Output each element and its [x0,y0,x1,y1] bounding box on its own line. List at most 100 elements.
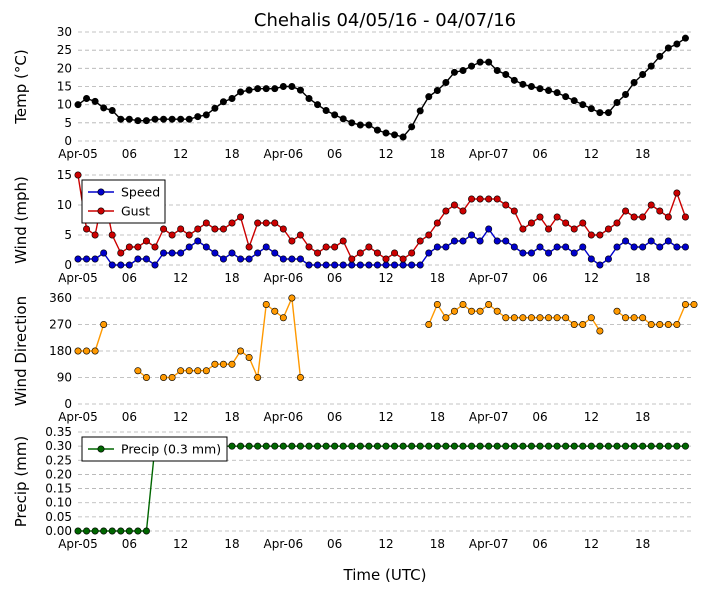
data-point [91,97,99,105]
y-tick-label: 0.35 [45,425,72,439]
data-point [305,442,313,450]
data-point [322,442,330,450]
data-point [545,249,553,257]
legend-marker [97,445,105,453]
x-tick-label: Apr-05 [58,410,98,424]
x-tick-label: 12 [584,147,599,161]
data-point [382,255,390,263]
data-point [142,373,150,381]
data-point [271,307,279,315]
y-tick-label: 0.20 [45,467,72,481]
y-tick-label: 20 [57,61,72,75]
data-point [510,314,518,322]
data-point [237,442,245,450]
data-point [502,71,510,79]
data-point [425,93,433,101]
data-point [562,219,570,227]
data-point [314,101,322,109]
data-point [100,104,108,112]
data-point [570,442,578,450]
y-tick-label: 0.00 [45,524,72,538]
data-point [545,225,553,233]
data-point [331,243,339,251]
y-tick-label: 0 [64,134,72,148]
data-point [442,442,450,450]
data-point [450,68,458,76]
data-point [305,94,313,102]
data-point [74,255,82,263]
panel-4: 0.000.050.100.150.200.250.300.35 Apr-05 06… [12,425,694,551]
data-point [579,243,587,251]
data-point [639,442,647,450]
data-point [237,347,245,355]
data-point [373,442,381,450]
data-point [690,300,698,308]
x-tick-label: Apr-05 [58,147,98,161]
data-point [596,442,604,450]
data-point [570,97,578,105]
data-point [673,320,681,328]
data-point [348,442,356,450]
y-tick-label: 0 [64,258,72,272]
chart-title: Chehalis 04/05/16 - 04/07/16 [254,10,516,31]
x-tick-label: 18 [224,410,239,424]
data-point [211,104,219,112]
panel-1: 0 5 10 15 20 25 30 Apr-05 06 12 18 Apr-06 06 12 18 Apr-… [12,25,694,161]
data-point [151,261,159,269]
x-tick-label: 06 [122,410,137,424]
data-point [587,255,595,263]
data-point [673,243,681,251]
data-point [647,62,655,70]
data-point [125,261,133,269]
y-axis-label: Wind Direction [12,296,30,406]
data-point [613,98,621,106]
data-point [570,320,578,328]
data-point [656,207,664,215]
data-point [117,527,125,535]
data-point [194,237,202,245]
data-point [314,442,322,450]
data-point [142,255,150,263]
data-point [425,249,433,257]
data-point [425,320,433,328]
data-point [83,94,91,102]
data-point [613,442,621,450]
data-point [160,373,168,381]
data-point [288,442,296,450]
legend-label: Precip (0.3 mm) [121,442,221,457]
data-point [639,243,647,251]
data-point [202,367,210,375]
x-tick-label: 18 [635,537,650,551]
data-point [83,527,91,535]
data-point [681,34,689,42]
data-point [664,213,672,221]
x-tick-label: 12 [378,271,393,285]
data-point [219,225,227,233]
data-point [622,442,630,450]
data-point [562,243,570,251]
y-tick-label: 5 [64,116,72,130]
data-point [596,261,604,269]
data-point [288,237,296,245]
data-point [322,106,330,114]
data-point [613,243,621,251]
data-point [647,237,655,245]
data-point [160,225,168,233]
data-point [83,347,91,355]
y-tick-label: 0.30 [45,439,72,453]
data-point [493,237,501,245]
data-point [228,442,236,450]
data-point [476,58,484,66]
x-tick-label: 18 [224,271,239,285]
x-tick-label: 06 [327,537,342,551]
data-point [579,442,587,450]
data-point [399,133,407,141]
data-point [681,442,689,450]
x-tick-label: 18 [635,147,650,161]
data-point [373,249,381,257]
data-point [519,442,527,450]
data-point [262,219,270,227]
x-tick-label: Apr-06 [264,147,304,161]
data-point [399,442,407,450]
data-point [348,119,356,127]
